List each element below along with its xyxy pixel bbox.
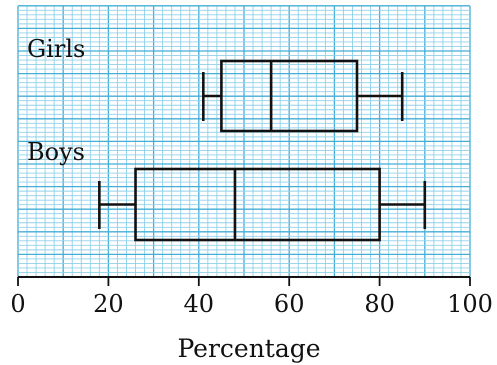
x-tick-label: 0 bbox=[10, 290, 25, 318]
x-tick-label: 60 bbox=[274, 290, 305, 318]
grid bbox=[17, 5, 471, 278]
x-axis: 0 20 40 60 80 100 bbox=[10, 276, 493, 318]
box-plot-series: Girls Boys bbox=[27, 35, 427, 242]
x-tick-label: 100 bbox=[447, 290, 493, 318]
x-axis-title: Percentage bbox=[177, 334, 320, 363]
group-label-boys: Boys bbox=[27, 138, 85, 166]
x-tick-label: 20 bbox=[93, 290, 124, 318]
box-plot-girls: Girls bbox=[27, 35, 404, 133]
group-label-girls: Girls bbox=[27, 35, 85, 63]
box-plot-boys: Boys bbox=[27, 138, 427, 242]
x-tick-label: 40 bbox=[184, 290, 215, 318]
x-tick-label: 80 bbox=[364, 290, 395, 318]
